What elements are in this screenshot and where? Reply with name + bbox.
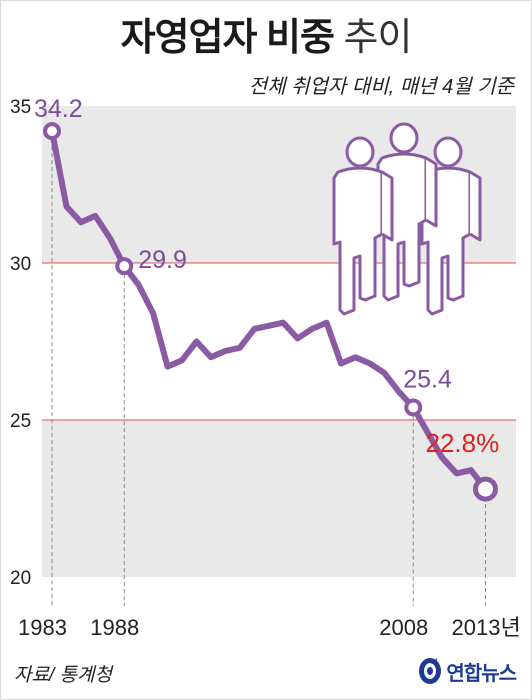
x-tick-label: 1988	[90, 615, 139, 640]
x-tick-label: 1983	[18, 615, 67, 640]
title-bold: 자영업자 비중	[120, 17, 335, 59]
x-tick-label: 2013년	[452, 615, 521, 640]
data-point-marker	[115, 257, 134, 276]
people-illustration-icon	[332, 122, 482, 316]
title-light: 추이	[343, 17, 412, 59]
y-tick-label: 35	[10, 97, 31, 118]
publisher-logo: 연합뉴스	[417, 653, 517, 689]
data-point-marker	[43, 122, 61, 141]
yonhap-logo-icon	[417, 656, 443, 686]
source-note: 자료/ 통계청	[14, 665, 112, 686]
y-tick-label: 30	[10, 254, 31, 275]
data-point-marker	[404, 398, 423, 417]
x-tick-label: 2008	[379, 615, 428, 640]
chart-subtitle: 전체 취업자 대비, 매년 4월 기준	[248, 76, 514, 98]
chart-title: 자영업자 비중 추이	[0, 6, 532, 61]
data-point-marker	[473, 476, 498, 502]
y-tick-label: 20	[10, 568, 31, 589]
logo-text: 연합뉴스	[446, 662, 517, 685]
data-label: 25.4	[403, 365, 452, 393]
data-label: 22.8%	[426, 428, 500, 458]
y-tick-label: 25	[10, 411, 31, 432]
data-label: 34.2	[34, 95, 83, 123]
data-label: 29.9	[138, 246, 187, 274]
